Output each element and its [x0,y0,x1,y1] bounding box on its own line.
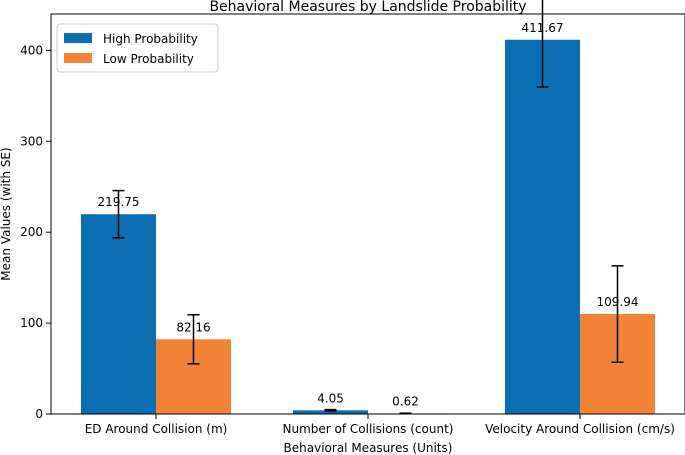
bar-value-label: 82.16 [176,320,210,334]
value-labels-layer: 219.75 4.05 411.67 82.16 0.62 109.94 [98,21,639,409]
legend-box [56,23,219,73]
y-tick-label: 200 [20,225,43,239]
bar-value-label: 0.62 [392,394,419,408]
bar-value-label: 4.05 [317,391,344,405]
error-bars-layer [112,0,624,415]
y-axis: 0 100 200 300 400 [20,43,51,421]
bar-value-label: 411.67 [522,21,564,35]
x-tick-label: Velocity Around Collision (cm/s) [485,422,675,436]
x-axis: ED Around Collision (m) Number of Collisi… [85,414,675,436]
x-tick-label: ED Around Collision (m) [85,422,228,436]
bar [293,410,368,414]
bar-value-label: 219.75 [98,195,140,209]
y-axis-label: Mean Values (with SE) [0,147,13,280]
y-tick-label: 0 [35,407,43,421]
legend: High Probability Low Probability [56,23,219,73]
legend-swatch [64,33,92,43]
x-axis-label: Behavioral Measures (Units) [284,441,453,455]
legend-swatch [64,53,92,63]
bar [505,39,580,414]
bars-layer [81,39,655,414]
x-tick-label: Number of Collisions (count) [283,422,454,436]
legend-label: Low Probability [103,52,194,66]
bar-value-label: 109.94 [597,295,639,309]
y-tick-label: 100 [20,316,43,330]
y-tick-label: 400 [20,43,43,57]
legend-label: High Probability [103,32,198,46]
chart-title: Behavioral Measures by Landslide Probabi… [209,0,526,15]
bar [81,214,156,414]
y-tick-label: 300 [20,134,43,148]
